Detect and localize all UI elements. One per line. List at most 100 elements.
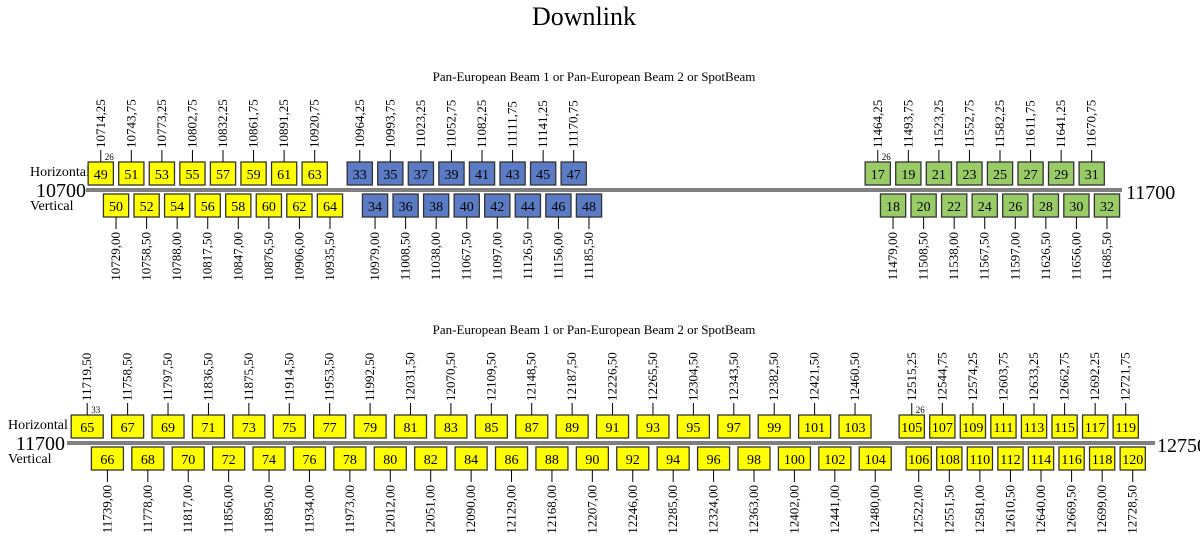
transponder-channel-24[interactable]: 24 11567,50: [971, 193, 998, 280]
transponder-channel-107[interactable]: 107 12544,75: [929, 352, 956, 439]
transponder-channel-22[interactable]: 22 11538,00: [940, 193, 968, 280]
transponder-channel-96[interactable]: 96 12324,00: [696, 446, 731, 534]
transponder-channel-101[interactable]: 101 12421,50: [797, 352, 832, 439]
transponder-channel-43[interactable]: 43 11111,75: [499, 101, 526, 186]
transponder-channel-56[interactable]: 56 10817,50: [194, 193, 221, 281]
transponder-channel-84[interactable]: 84 12090,00: [454, 446, 488, 534]
transponder-channel-48[interactable]: 48 11185,50: [575, 193, 603, 280]
transponder-channel-40[interactable]: 40 11067,50: [453, 193, 480, 280]
transponder-channel-114[interactable]: 114 12640,00: [1027, 446, 1055, 534]
transponder-channel-120[interactable]: 120 12728,50: [1119, 446, 1146, 534]
transponder-channel-115[interactable]: 115 12662,75: [1051, 352, 1078, 439]
transponder-channel-104[interactable]: 104 12480,00: [858, 446, 892, 534]
transponder-channel-31[interactable]: 31 11670,75: [1078, 100, 1105, 186]
transponder-channel-70[interactable]: 70 11817,00: [171, 446, 205, 533]
transponder-channel-65[interactable]: 65 11719,50 33: [70, 353, 104, 439]
transponder-channel-50[interactable]: 50 10729,00: [102, 193, 130, 281]
transponder-channel-69[interactable]: 69 11797,50: [151, 353, 185, 439]
transponder-channel-92[interactable]: 92 12246,00: [616, 446, 650, 534]
transponder-channel-116[interactable]: 116 12669,50: [1058, 446, 1085, 534]
transponder-channel-20[interactable]: 20 11508,50: [910, 193, 937, 280]
transponder-channel-39[interactable]: 39 11052,75: [438, 100, 465, 186]
transponder-channel-95[interactable]: 95 12304,50: [676, 352, 711, 439]
transponder-channel-79[interactable]: 79 11992,50: [353, 353, 387, 439]
transponder-channel-46[interactable]: 46 11156,00: [545, 193, 572, 280]
transponder-channel-28[interactable]: 28 11626,50: [1032, 193, 1060, 280]
transponder-channel-19[interactable]: 19 11493,75: [895, 100, 922, 186]
transponder-channel-60[interactable]: 60 10876,50: [255, 193, 283, 281]
transponder-channel-49[interactable]: 49 10714,25 26: [87, 99, 114, 186]
transponder-channel-61[interactable]: 61 10891,25: [270, 99, 298, 186]
transponder-channel-42[interactable]: 42 11097,00: [484, 193, 511, 280]
transponder-channel-82[interactable]: 82 12051,00: [414, 446, 448, 534]
transponder-channel-72[interactable]: 72 11856,00: [211, 446, 246, 533]
transponder-channel-102[interactable]: 102 12441,00: [818, 446, 852, 534]
transponder-channel-35[interactable]: 35 10993,75: [377, 99, 404, 186]
transponder-channel-103[interactable]: 103 12460,50: [838, 352, 872, 439]
transponder-channel-110[interactable]: 110 12581,00: [966, 446, 994, 534]
transponder-channel-62[interactable]: 62 10906,00: [286, 193, 313, 281]
transponder-channel-105[interactable]: 105 12515,25 26: [898, 352, 925, 439]
transponder-channel-86[interactable]: 86 12129,00: [494, 446, 529, 534]
transponder-channel-67[interactable]: 67 11758,50: [110, 353, 145, 439]
transponder-channel-29[interactable]: 29 11641,25: [1047, 100, 1075, 186]
transponder-channel-27[interactable]: 27 11611,75: [1017, 100, 1044, 186]
transponder-channel-18[interactable]: 18 11479,00: [879, 193, 907, 280]
transponder-channel-73[interactable]: 73 11875,50: [232, 353, 266, 439]
transponder-channel-117[interactable]: 117 12692,25: [1081, 352, 1109, 439]
transponder-channel-71[interactable]: 71 11836,50: [191, 353, 226, 439]
transponder-channel-45[interactable]: 45 11141,25: [529, 100, 557, 186]
transponder-channel-85[interactable]: 85 12109,50: [474, 352, 508, 439]
transponder-channel-51[interactable]: 51 10743,75: [118, 99, 145, 186]
transponder-channel-93[interactable]: 93 12265,50: [636, 352, 670, 439]
transponder-channel-26[interactable]: 26 11597,00: [1002, 193, 1029, 280]
transponder-channel-57[interactable]: 57 10832,25: [209, 99, 237, 186]
transponder-channel-52[interactable]: 52 10758,50: [133, 193, 160, 281]
transponder-channel-54[interactable]: 54 10788,00: [163, 193, 191, 281]
transponder-channel-30[interactable]: 30 11656,00: [1063, 193, 1090, 280]
transponder-channel-37[interactable]: 37 11023,25: [407, 100, 435, 186]
transponder-channel-74[interactable]: 74 11895,00: [252, 446, 286, 533]
transponder-channel-99[interactable]: 99 12382,50: [757, 352, 791, 439]
transponder-channel-59[interactable]: 59 10861,75: [240, 99, 267, 186]
transponder-channel-91[interactable]: 91 12226,50: [595, 352, 630, 439]
transponder-channel-34[interactable]: 34 10979,00: [361, 193, 389, 281]
transponder-channel-17[interactable]: 17 11464,25 26: [864, 100, 891, 186]
transponder-channel-89[interactable]: 89 12187,50: [555, 352, 589, 439]
transponder-channel-38[interactable]: 38 11038,00: [422, 193, 450, 280]
transponder-channel-47[interactable]: 47 11170,75: [560, 100, 587, 186]
transponder-channel-87[interactable]: 87 12148,50: [515, 352, 549, 439]
transponder-channel-55[interactable]: 55 10802,75: [179, 99, 206, 186]
transponder-channel-94[interactable]: 94 12285,00: [656, 446, 690, 534]
transponder-channel-66[interactable]: 66 11739,00: [90, 446, 125, 533]
transponder-channel-98[interactable]: 98 12363,00: [737, 446, 771, 534]
transponder-channel-112[interactable]: 112 12610,50: [997, 446, 1024, 534]
transponder-channel-83[interactable]: 83 12070,50: [434, 352, 468, 439]
transponder-channel-68[interactable]: 68 11778,00: [131, 446, 165, 533]
transponder-channel-41[interactable]: 41 11082,25: [468, 100, 496, 186]
transponder-channel-76[interactable]: 76 11934,00: [292, 446, 327, 533]
transponder-channel-77[interactable]: 77 11953,50: [313, 353, 347, 439]
transponder-channel-97[interactable]: 97 12343,50: [717, 352, 751, 439]
transponder-channel-32[interactable]: 32 11685,50: [1093, 193, 1121, 280]
transponder-channel-75[interactable]: 75 11914,50: [272, 353, 306, 439]
transponder-channel-80[interactable]: 80 12012,00: [373, 446, 407, 534]
transponder-channel-64[interactable]: 64 10935,50: [316, 193, 344, 281]
transponder-channel-53[interactable]: 53 10773,25: [148, 99, 176, 186]
transponder-channel-88[interactable]: 88 12168,00: [535, 446, 569, 534]
transponder-channel-100[interactable]: 100 12402,00: [777, 446, 812, 534]
transponder-channel-111[interactable]: 111 12603,75: [990, 352, 1017, 439]
transponder-channel-81[interactable]: 81 12031,50: [393, 352, 428, 439]
transponder-channel-106[interactable]: 106 12522,00: [905, 446, 933, 534]
transponder-channel-44[interactable]: 44 11126,50: [514, 193, 542, 280]
transponder-channel-58[interactable]: 58 10847,00: [225, 193, 252, 281]
transponder-channel-25[interactable]: 25 11582,25: [986, 100, 1014, 186]
transponder-channel-113[interactable]: 113 12633,25: [1020, 352, 1048, 439]
transponder-channel-78[interactable]: 78 11973,00: [333, 446, 367, 533]
transponder-channel-119[interactable]: 119 12721,75: [1112, 352, 1139, 439]
transponder-channel-21[interactable]: 21 11523,25: [925, 100, 953, 186]
transponder-channel-36[interactable]: 36 11008,50: [392, 193, 419, 280]
transponder-channel-33[interactable]: 33 10964,25: [346, 99, 374, 186]
transponder-channel-63[interactable]: 63 10920,75: [301, 99, 328, 186]
transponder-channel-90[interactable]: 90 12207,00: [575, 446, 610, 534]
